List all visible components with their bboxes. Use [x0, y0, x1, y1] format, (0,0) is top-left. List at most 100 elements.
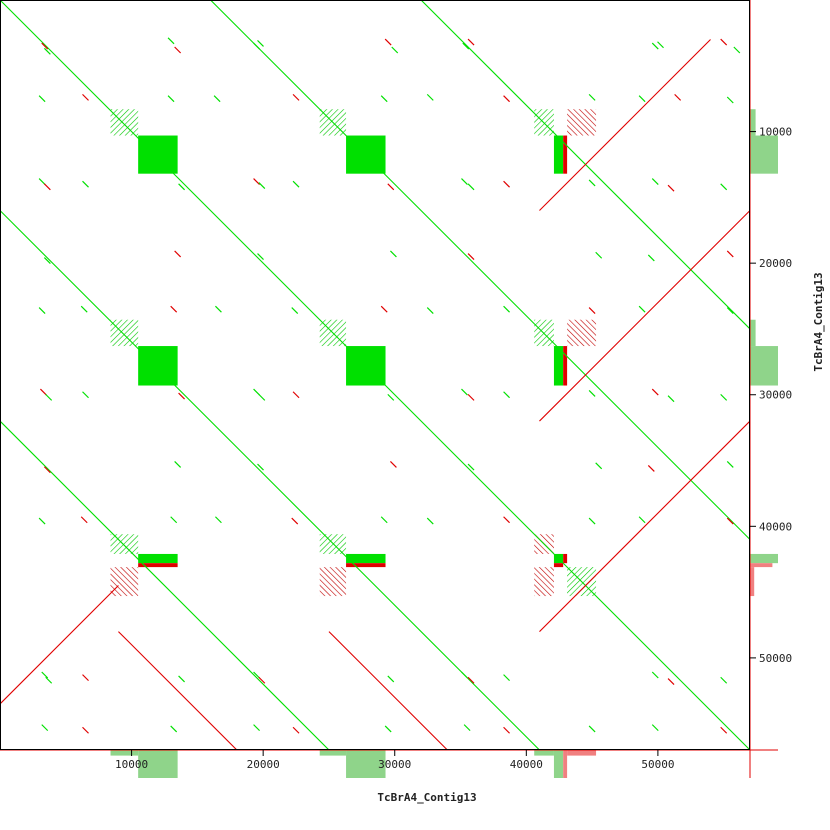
small-alignment-65	[258, 393, 266, 401]
x-profile-6	[563, 750, 568, 778]
reverse-alignment-4	[118, 631, 238, 750]
small-alignment-59	[726, 307, 734, 314]
x-tick-label-3: 40000	[510, 758, 543, 771]
hatched-block-22	[567, 319, 597, 347]
small-alignment-8	[462, 42, 470, 50]
small-alignment-67	[387, 393, 395, 401]
small-alignment-16	[167, 95, 175, 103]
solid-block-4	[553, 135, 564, 174]
small-alignment-100	[387, 675, 395, 683]
small-alignment-115	[588, 725, 596, 733]
small-alignment-96	[82, 674, 89, 682]
x-tick-label-4: 50000	[641, 758, 674, 771]
x-profile-5	[553, 750, 564, 778]
small-alignment-21	[503, 95, 511, 103]
x-tick-label-2: 30000	[378, 758, 411, 771]
small-alignment-93	[726, 517, 734, 525]
hatched-block-15	[110, 109, 139, 136]
small-alignment-101	[461, 671, 468, 679]
small-alignment-64	[253, 388, 261, 396]
small-alignment-6	[384, 38, 392, 46]
small-alignment-15	[82, 93, 89, 101]
x-axis: 10000 20000 30000 40000 50000	[115, 750, 674, 771]
hatched-block-27	[319, 567, 347, 597]
small-alignment-104	[651, 671, 659, 679]
small-alignment-3	[174, 46, 182, 54]
hatched-block-28	[534, 567, 554, 597]
small-alignment-42	[174, 250, 182, 258]
small-alignment-19	[380, 95, 388, 103]
small-alignment-60	[39, 388, 47, 396]
small-alignment-50	[80, 305, 88, 313]
x-tick-label-0: 10000	[115, 758, 148, 771]
small-alignment-63	[178, 392, 186, 400]
solid-block-7	[563, 346, 568, 386]
small-alignment-7	[391, 46, 399, 54]
small-alignment-77	[257, 463, 264, 471]
small-alignment-17	[213, 95, 221, 103]
y-profile-9	[750, 135, 778, 174]
solid-block-6	[553, 346, 564, 386]
plot-area	[0, 0, 750, 750]
small-alignment-75	[43, 466, 51, 474]
solid-block-8	[138, 553, 178, 564]
small-alignment-79	[467, 463, 475, 471]
small-alignment-54	[380, 305, 388, 313]
small-alignment-23	[638, 95, 646, 103]
small-alignment-14	[38, 95, 46, 103]
small-alignment-85	[170, 516, 178, 524]
small-alignment-38	[651, 178, 659, 186]
solid-block-9	[138, 563, 178, 568]
small-alignment-45	[467, 253, 475, 261]
small-alignment-105	[667, 678, 675, 686]
x-profile-1	[138, 750, 178, 778]
reverse-alignment-0	[539, 39, 711, 211]
x-profile-3	[346, 750, 386, 778]
small-alignment-37	[588, 179, 596, 187]
small-alignment-4	[253, 42, 261, 50]
small-alignment-108	[82, 726, 89, 734]
x-profile-4	[534, 750, 554, 756]
small-alignment-78	[389, 461, 397, 468]
small-alignment-81	[647, 464, 655, 472]
small-alignment-43	[257, 253, 264, 261]
small-alignment-83	[38, 517, 46, 525]
small-alignment-98	[253, 671, 261, 679]
hatched-block-26	[110, 567, 139, 597]
forward-alignment-4	[0, 420, 330, 750]
forward-alignment-1	[210, 0, 750, 540]
reverse-alignment-2	[539, 420, 750, 632]
y-axis-title: TcBrA4_Contig13	[812, 272, 825, 371]
small-alignment-12	[720, 38, 728, 46]
solid-block-11	[346, 563, 386, 568]
small-alignment-29	[178, 183, 186, 191]
y-axis: 10000 20000 30000 40000 50000	[750, 126, 792, 665]
solid-block-14	[553, 563, 564, 568]
y-profile-13	[750, 563, 773, 568]
small-alignment-25	[726, 96, 734, 104]
small-alignment-56	[503, 305, 511, 313]
small-alignment-48	[726, 250, 734, 258]
small-alignment-69	[467, 393, 475, 401]
small-alignment-116	[651, 724, 659, 732]
small-alignment-40	[720, 183, 728, 191]
small-alignment-28	[82, 180, 89, 188]
reverse-alignment-5	[0, 585, 119, 705]
x-profile-2	[319, 750, 347, 756]
small-alignment-110	[253, 724, 261, 732]
small-alignment-80	[595, 462, 603, 470]
small-alignment-53	[291, 307, 299, 314]
hatched-block-19	[110, 319, 139, 347]
small-alignment-70	[503, 391, 511, 399]
small-alignment-71	[588, 389, 596, 397]
small-alignment-95	[45, 676, 53, 684]
small-alignment-51	[170, 305, 178, 313]
forward-alignment-2	[0, 210, 540, 750]
small-alignment-24	[674, 93, 682, 101]
small-alignment-34	[461, 178, 468, 186]
small-alignment-73	[667, 395, 675, 403]
small-alignment-111	[292, 726, 300, 734]
small-alignment-66	[292, 391, 300, 399]
small-alignment-1	[43, 47, 51, 55]
small-alignment-114	[503, 726, 511, 734]
